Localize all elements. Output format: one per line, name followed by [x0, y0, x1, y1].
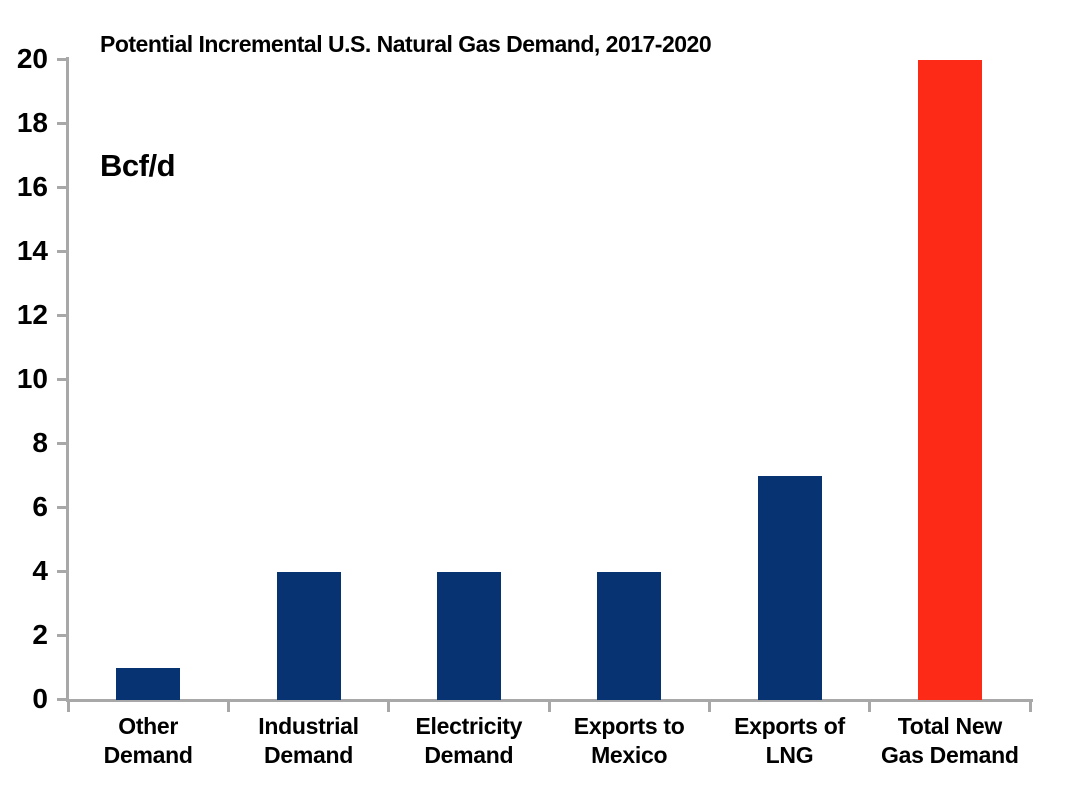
x-axis-category-label: Exports of LNG [734, 713, 845, 768]
x-axis-category-label: Total New Gas Demand [881, 713, 1019, 768]
x-axis-tick [707, 700, 711, 712]
y-axis-tick [57, 314, 67, 317]
x-axis-category-label: Industrial Demand [258, 713, 359, 768]
y-axis-tick [57, 506, 67, 509]
chart-title: Potential Incremental U.S. Natural Gas D… [100, 31, 712, 57]
x-axis-tick [547, 700, 551, 712]
y-axis-tick-label: 6 [32, 491, 48, 522]
y-axis-tick-label: 18 [16, 107, 48, 138]
y-axis-tick [57, 570, 67, 573]
y-axis-tick [57, 442, 67, 445]
bar-3 [597, 572, 662, 700]
y-axis-tick [57, 250, 67, 253]
x-axis-tick [226, 700, 230, 712]
x-axis-category-label: Electricity Demand [415, 713, 523, 768]
x-axis-tick [387, 700, 391, 712]
y-axis-line [66, 57, 69, 702]
y-axis-tick-label: 8 [32, 427, 48, 458]
y-axis-tick-label: 12 [16, 299, 48, 330]
x-axis-tick [1028, 700, 1032, 712]
bar-0 [116, 668, 181, 700]
y-axis-tick-label: 0 [32, 683, 48, 714]
y-axis-unit-label: Bcf/d [100, 148, 176, 183]
bar-5 [917, 60, 982, 700]
x-axis-category-label: Exports to Mexico [573, 713, 685, 768]
y-axis-tick-label: 14 [16, 235, 48, 266]
bar-4 [757, 476, 822, 700]
y-axis-tick [57, 122, 67, 125]
x-axis-tick [66, 700, 70, 712]
y-axis-tick [57, 378, 67, 381]
bar-2 [436, 572, 501, 700]
y-axis-tick-label: 4 [32, 555, 48, 586]
y-axis-tick [57, 186, 67, 189]
y-axis-tick-label: 16 [16, 171, 48, 202]
y-axis-tick-label: 2 [32, 619, 48, 650]
x-axis-tick [868, 700, 872, 712]
y-axis-tick-label: 20 [16, 43, 48, 74]
y-axis-tick [57, 698, 67, 701]
bar-1 [276, 572, 341, 700]
y-axis-tick-label: 10 [16, 363, 48, 394]
y-axis-tick [57, 58, 67, 61]
y-axis-tick [57, 634, 67, 637]
x-axis-category-label: Other Demand [103, 713, 193, 768]
